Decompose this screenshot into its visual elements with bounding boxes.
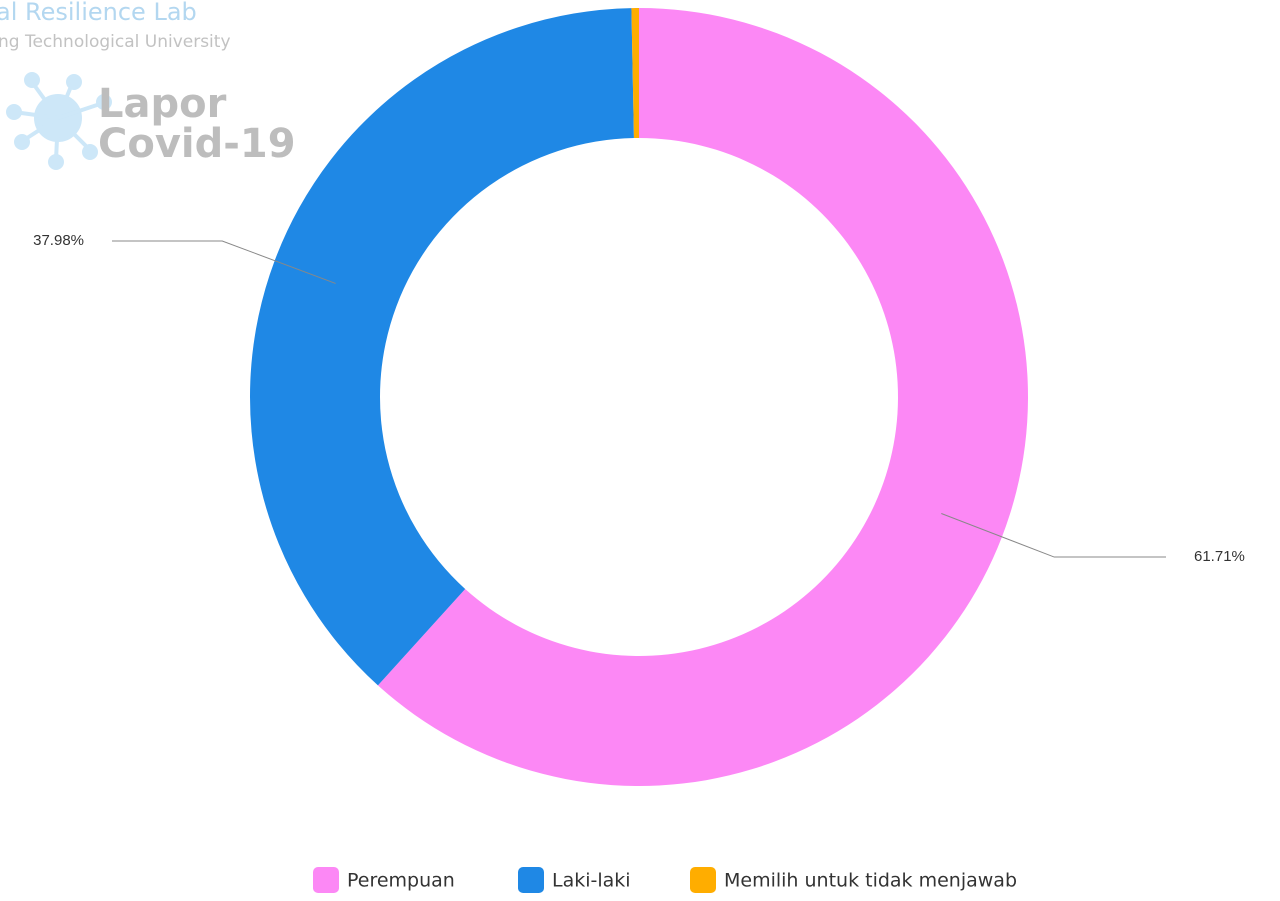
- legend-swatch: [690, 867, 716, 893]
- watermark-text: Lapor: [98, 81, 227, 127]
- value-label: 61.71%: [1194, 548, 1245, 565]
- leader-line: [941, 513, 1166, 558]
- legend-swatch: [313, 867, 339, 893]
- watermark-text: ng Technological University: [0, 32, 231, 52]
- value-label: 37.98%: [33, 232, 84, 249]
- watermark-icon: [6, 72, 112, 170]
- donut-slice: [377, 8, 1028, 786]
- legend-label: Perempuan: [347, 870, 455, 892]
- watermark-text: Covid-19: [98, 121, 296, 167]
- donut-slice: [631, 8, 639, 139]
- legend-label: Laki-laki: [552, 870, 631, 892]
- watermark: al Resilience Lab ng Technological Unive…: [0, 0, 296, 170]
- legend-label: Memilih untuk tidak menjawab: [724, 870, 1017, 892]
- donut-slice: [249, 8, 634, 686]
- legend-swatch: [518, 867, 544, 893]
- watermark-text: al Resilience Lab: [0, 0, 197, 26]
- leader-line: [112, 240, 336, 284]
